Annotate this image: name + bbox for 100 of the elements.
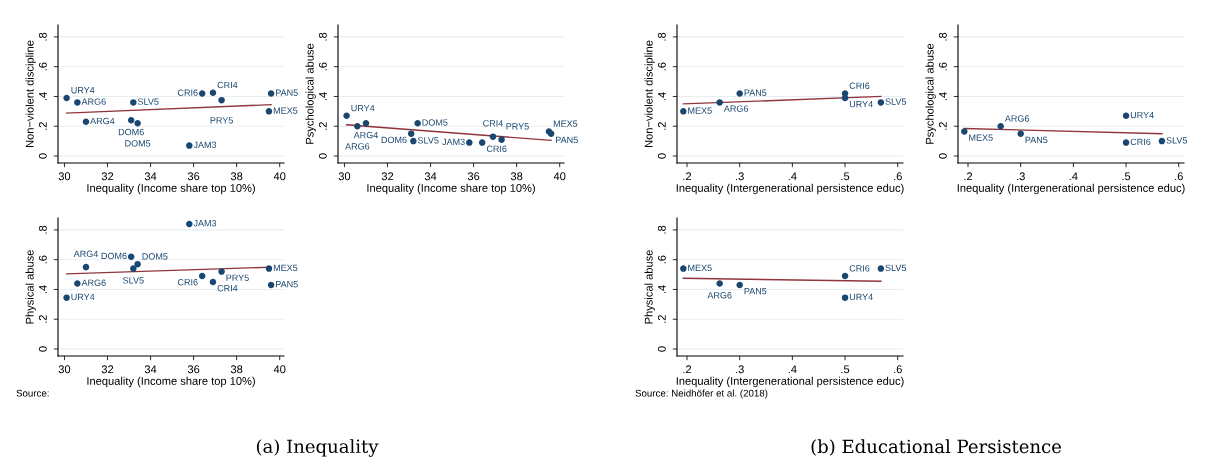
annotation: PRY5 <box>506 123 529 130</box>
x-axis-title: Inequality (Intergenerational persistence educ) <box>676 183 904 195</box>
point <box>127 253 135 260</box>
x-axis-title: Inequality (Intergenerational persistence educ) <box>957 183 1185 195</box>
x-tick-label: .3 <box>1017 172 1025 181</box>
point <box>82 118 90 126</box>
point <box>877 99 885 106</box>
y-tick-label: .6 <box>938 62 947 71</box>
y-tick-label: 0 <box>938 153 947 159</box>
point <box>997 122 1004 130</box>
annotation: JAM3 <box>193 219 217 227</box>
point <box>716 99 723 106</box>
point <box>74 280 81 287</box>
x-axis-title: Inequality (Income share top 10%) <box>367 183 535 195</box>
x-tick-label: .4 <box>788 172 797 181</box>
point <box>466 139 473 146</box>
y-axis-title: Physical abuse <box>25 250 36 324</box>
point <box>1122 139 1130 146</box>
annotation: JAM3 <box>442 138 465 146</box>
x-tick-label: .6 <box>1175 172 1183 181</box>
point <box>265 108 273 115</box>
point <box>736 90 743 97</box>
point <box>218 96 225 104</box>
y-tick-label: .4 <box>658 92 666 101</box>
annotation: URY4 <box>351 104 375 112</box>
y-tick-label: 0 <box>657 153 666 159</box>
point <box>680 108 687 115</box>
annotation: ARG6 <box>345 143 370 150</box>
x-tick-label: 30 <box>338 172 351 181</box>
annotation: MEX5 <box>969 134 993 141</box>
annotation: PAN5 <box>555 136 578 144</box>
annotation: ARG4 <box>73 250 99 258</box>
annotation: MEX5 <box>273 264 298 272</box>
annotation: ARG6 <box>81 98 106 105</box>
annotation: ARG6 <box>707 292 732 299</box>
annotation: CRI6 <box>486 145 507 152</box>
x-tick-label: .5 <box>841 365 850 374</box>
point <box>267 90 275 97</box>
x-tick-label: 34 <box>144 365 157 374</box>
y-tick-label: .4 <box>319 92 327 101</box>
x-tick-label: 30 <box>58 365 71 374</box>
point <box>265 265 273 272</box>
point <box>130 99 137 106</box>
point <box>186 142 193 149</box>
x-tick-label: .6 <box>894 365 902 374</box>
point <box>198 90 206 97</box>
y-tick-label: .6 <box>657 62 666 71</box>
y-tick-label: .4 <box>658 285 666 294</box>
annotation: URY4 <box>849 293 873 301</box>
point <box>354 122 361 130</box>
y-axis-title: Physical abuse <box>644 250 655 324</box>
point <box>198 272 206 280</box>
point <box>134 120 141 127</box>
annotation: CRI6 <box>177 89 198 96</box>
x-tick-label: .2 <box>964 172 973 181</box>
annotation: URY4 <box>1130 111 1154 119</box>
x-tick-label: 34 <box>424 172 437 181</box>
point <box>343 112 350 120</box>
annotation: DOM6 <box>118 128 144 136</box>
x-tick-label: 36 <box>187 365 200 374</box>
x-tick-label: .3 <box>736 172 744 181</box>
point <box>736 281 743 289</box>
point <box>127 117 135 124</box>
text: (a) Inequality <box>256 439 379 457</box>
y-tick-label: .4 <box>939 92 947 101</box>
annotation: JAM3 <box>193 141 217 149</box>
y-tick-label: 0 <box>38 346 47 352</box>
point <box>716 280 723 287</box>
annotation: PAN5 <box>744 89 767 96</box>
y-tick-label: 0 <box>38 153 47 159</box>
point <box>74 99 81 106</box>
annotation: CRI6 <box>1130 138 1151 146</box>
y-tick-label: .6 <box>657 255 666 264</box>
point <box>877 265 885 272</box>
y-tick-label: .8 <box>318 32 327 41</box>
point <box>209 278 217 286</box>
point <box>841 272 849 280</box>
x-tick-label: .4 <box>788 365 797 374</box>
x-tick-label: 38 <box>230 365 243 374</box>
point <box>841 294 849 301</box>
point <box>407 130 415 137</box>
annotation: CRI6 <box>177 279 198 286</box>
annotation: PAN5 <box>275 281 298 288</box>
point <box>680 265 687 272</box>
x-tick-label: 32 <box>101 365 114 374</box>
annotation: SLV5 <box>885 264 907 272</box>
y-tick-label: .6 <box>38 255 47 264</box>
point <box>414 120 421 127</box>
point <box>1122 112 1130 120</box>
x-tick-label: .6 <box>894 172 902 181</box>
x-tick-label: .3 <box>736 365 744 374</box>
annotation: DOM5 <box>422 119 448 126</box>
annotation: CRI4 <box>217 81 238 89</box>
x-axis-title: Inequality (Income share top 10%) <box>87 183 255 195</box>
x-tick-label: 40 <box>273 172 286 181</box>
y-tick-label: .8 <box>38 32 47 41</box>
point <box>130 265 137 272</box>
x-tick-label: 34 <box>144 172 157 181</box>
y-tick-label: .2 <box>38 315 47 323</box>
x-axis-title: Inequality (Income share top 10%) <box>87 376 255 388</box>
